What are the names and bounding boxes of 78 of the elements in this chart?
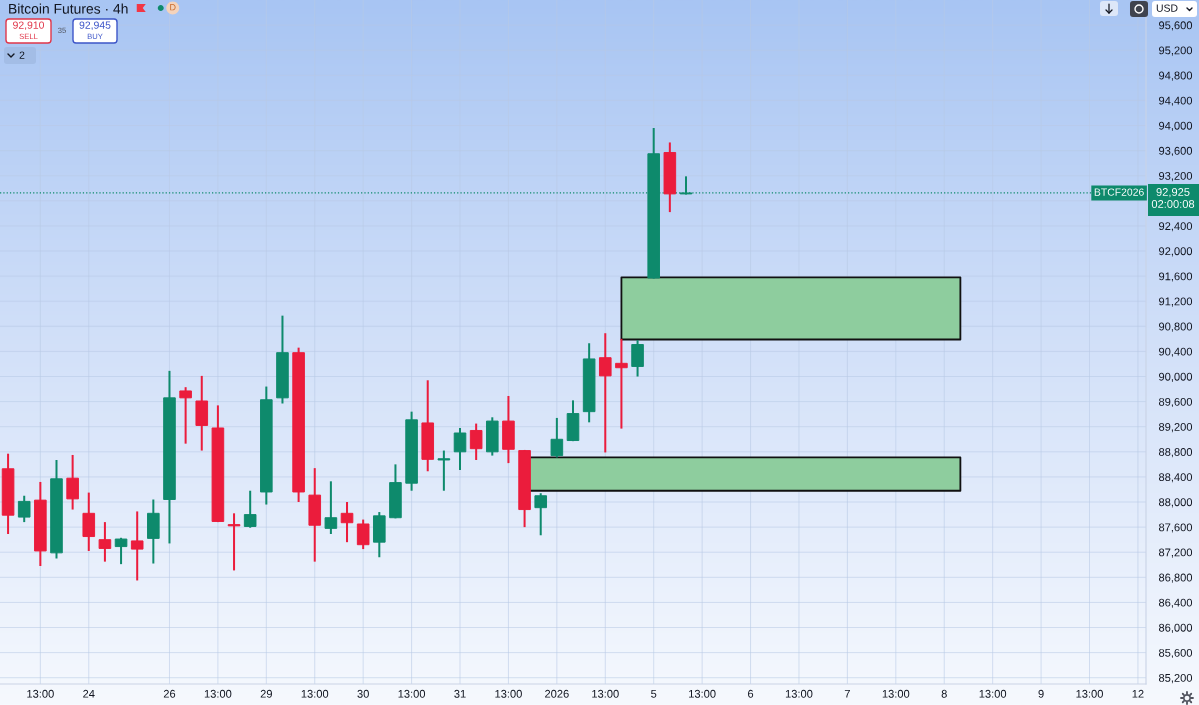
candlestick	[631, 339, 644, 378]
annotation: D	[170, 4, 176, 11]
y-tick-label: 90,000	[1159, 372, 1193, 382]
annotation: 92,910	[13, 21, 45, 31]
candlestick	[98, 521, 112, 563]
y-tick-label: 94,800	[1159, 71, 1193, 81]
y-tick-label: 88,800	[1158, 448, 1193, 458]
y-tick-label: 91,200	[1159, 297, 1193, 307]
x-tick-label: 9	[1038, 689, 1044, 698]
y-tick-label: 95,600	[1159, 21, 1193, 31]
candlestick	[469, 422, 483, 461]
x-tick-label: 13:00	[689, 689, 716, 698]
y-tick-label: 90,400	[1159, 347, 1193, 357]
x-tick-label: 13:00	[27, 689, 54, 698]
annotation: 2	[19, 51, 25, 59]
candlestick	[550, 416, 564, 459]
x-tick-label: 6	[748, 689, 754, 698]
x-tick-label: 13:00	[979, 689, 1007, 698]
y-tick-label: 89,200	[1158, 422, 1193, 433]
y-tick-label: 86,000	[1158, 623, 1193, 633]
y-tick-label: 89,600	[1158, 397, 1193, 408]
x-tick-label: 13:00	[204, 689, 232, 698]
chart-title: Bitcoin Futures · 4h	[9, 3, 128, 14]
y-tick-label: 90,800	[1159, 322, 1193, 332]
ref-line-label: BTCF2026	[1094, 188, 1144, 196]
candlestick	[82, 491, 96, 552]
x-tick-label: 31	[454, 689, 466, 698]
candlestick	[340, 501, 354, 544]
x-tick-label: 13:00	[1076, 689, 1103, 698]
y-tick-label: 86,400	[1158, 598, 1193, 608]
x-tick-label: 13:00	[495, 689, 522, 698]
candlestick	[598, 332, 612, 454]
candlestick	[114, 536, 128, 566]
x-tick-label: 30	[357, 689, 369, 698]
x-tick-label: 29	[260, 689, 272, 698]
x-tick-label: 13:00	[592, 689, 619, 698]
x-tick-label: 24	[83, 689, 95, 698]
y-tick-label: 88,400	[1158, 473, 1193, 483]
y-tick-label: 86,800	[1158, 573, 1193, 583]
candlestick	[243, 489, 257, 529]
y-tick-label: 91,600	[1159, 272, 1193, 282]
y-tick-label: 94,400	[1159, 96, 1193, 106]
x-tick-label: 7	[844, 689, 850, 698]
candlestick	[17, 494, 31, 524]
candlestick	[324, 480, 338, 536]
candlestick	[453, 426, 467, 472]
y-tick-label: 92,400	[1159, 222, 1193, 232]
y-tick-label: 93,600	[1159, 146, 1193, 157]
y-tick-label: 88,000	[1158, 498, 1193, 508]
x-tick-label: 13:00	[882, 689, 910, 698]
y-tick-label: 92,000	[1159, 247, 1193, 257]
y-tick-label: 93,200	[1159, 171, 1193, 182]
y-tick-label: 94,000	[1159, 121, 1193, 131]
annotation: 92,945	[79, 21, 111, 31]
y-tick-label: 85,600	[1158, 648, 1193, 659]
text: 92,925	[1156, 188, 1190, 198]
x-tick-label: 26	[163, 689, 176, 698]
x-tick-label: 12	[1132, 689, 1144, 698]
text: USD	[1156, 4, 1178, 12]
candlestick	[534, 492, 548, 537]
y-tick-label: 87,600	[1158, 523, 1193, 533]
candlestick	[356, 518, 370, 551]
y-tick-label: 87,200	[1158, 548, 1193, 558]
x-tick-label: 13:00	[785, 689, 813, 698]
x-tick-label: 13:00	[301, 689, 329, 698]
candlestick	[615, 337, 628, 430]
candlestick	[437, 449, 451, 492]
candlestick	[66, 453, 79, 511]
candlestick	[227, 512, 241, 572]
y-tick-label: 95,200	[1159, 46, 1193, 56]
x-tick-label: 2026	[545, 689, 569, 698]
x-tick-label: 13:00	[398, 689, 426, 698]
x-tick-label: 5	[651, 689, 657, 698]
candlestick	[130, 510, 144, 582]
candlestick	[179, 386, 192, 445]
text: 02:00:08	[1151, 200, 1195, 208]
x-tick-label: 8	[941, 689, 947, 698]
y-tick-label: 85,200	[1158, 673, 1193, 684]
